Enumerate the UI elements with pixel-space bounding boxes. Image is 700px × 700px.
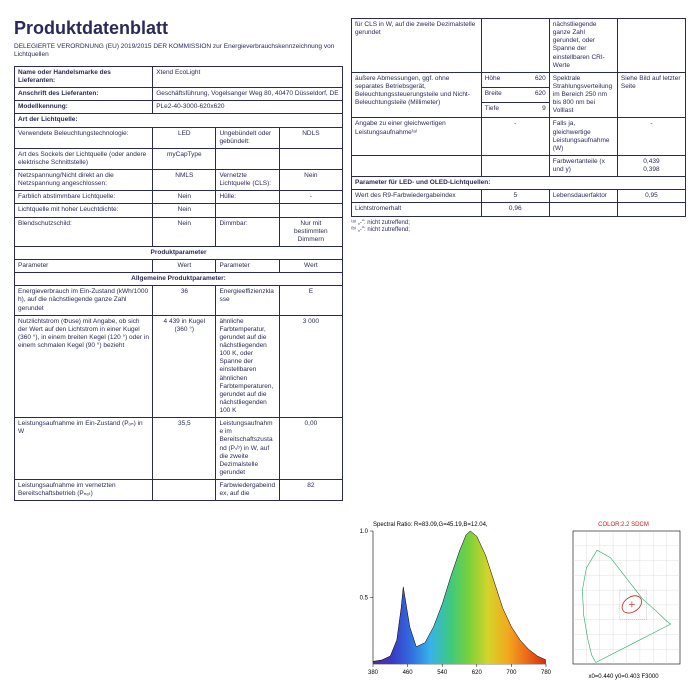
svg-text:COLOR:2.2 SDCM: COLOR:2.2 SDCM [598,522,649,528]
svg-text:Spectral Ratio: R=83.09,G=45.1: Spectral Ratio: R=83.09,G=45.19,B=12.04, [373,522,488,528]
svg-text:780: 780 [541,670,551,676]
cie-chart: COLOR:2.2 SDCM x0=0.440 y0=0.403 F3000 [561,517,686,682]
page-title: Produktdatenblatt [14,18,343,39]
svg-text:460: 460 [403,670,414,676]
svg-text:700: 700 [506,670,517,676]
svg-text:1.0: 1.0 [360,529,369,535]
regulation-subtitle: DELEGIERTE VERORDNUNG (EU) 2019/2015 DER… [14,43,343,60]
svg-text:380: 380 [368,670,379,676]
svg-text:620: 620 [472,670,483,676]
header-table: Name oder Handelsmarke des Lieferanten: … [14,66,343,501]
right-table: für CLS in W, auf die zweite Dezimalstel… [351,18,686,217]
svg-text:x0=0.440 y0=0.403 F3000: x0=0.440 y0=0.403 F3000 [588,674,659,680]
spectral-chart: Spectral Ratio: R=83.09,G=45.19,B=12.04,… [351,517,551,682]
svg-text:540: 540 [437,670,448,676]
svg-text:0.5: 0.5 [360,596,369,602]
footnotes: ⁽ᵃ⁾ „-": nicht zutreffend; ⁽ᵇ⁾ „-": nich… [351,220,686,236]
